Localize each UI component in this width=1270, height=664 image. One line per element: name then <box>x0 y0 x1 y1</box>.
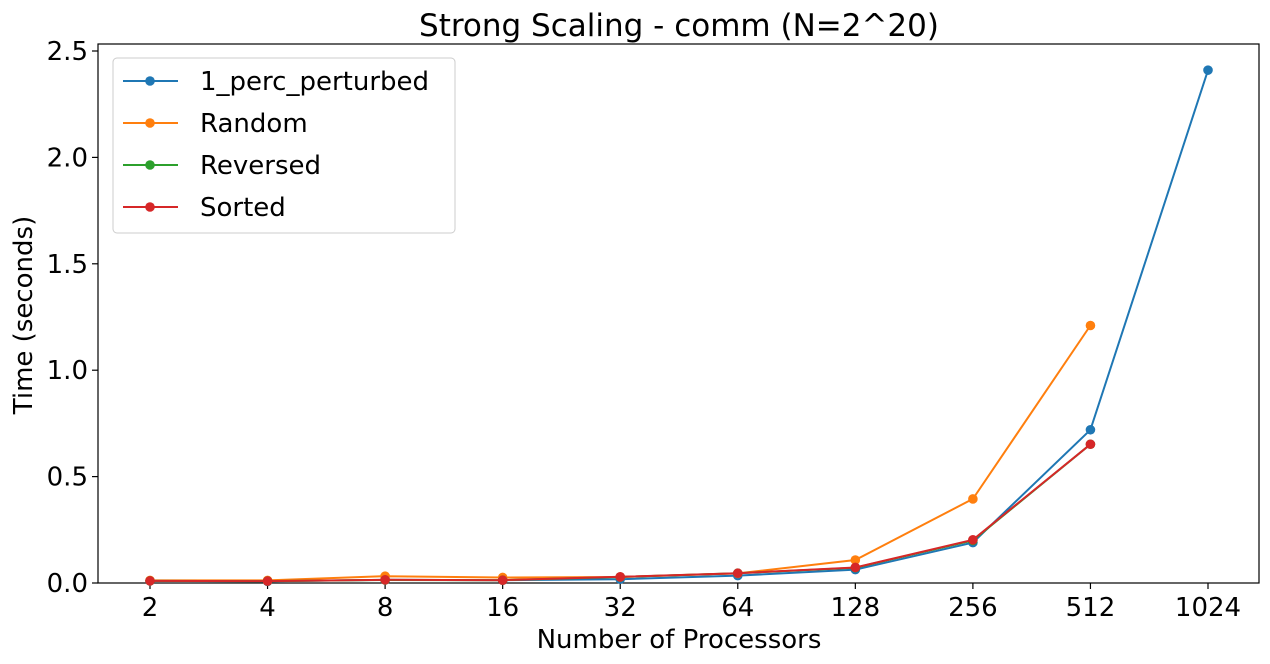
x-tick-label: 32 <box>604 593 637 623</box>
x-tick-label: 128 <box>831 593 881 623</box>
legend-marker-random <box>145 118 155 128</box>
legend-label-sorted: Sorted <box>200 193 286 223</box>
data-point-1-perc-perturbed <box>1203 65 1213 75</box>
y-tick-label: 2.5 <box>47 37 88 67</box>
legend-label-1-perc-perturbed: 1_perc_perturbed <box>200 67 429 97</box>
axes-frame <box>97 43 1260 584</box>
x-tick-label: 256 <box>948 593 998 623</box>
y-tick-label: 0.0 <box>47 569 88 599</box>
x-tick-label: 2 <box>142 593 159 623</box>
y-tick-label: 2.0 <box>47 143 88 173</box>
data-point-random <box>850 555 861 565</box>
data-point-sorted <box>145 576 155 586</box>
legend-label-reversed: Reversed <box>200 151 321 181</box>
data-point-sorted <box>968 535 978 545</box>
data-point-sorted <box>380 575 390 585</box>
x-tick-label: 4 <box>259 593 276 623</box>
data-point-sorted <box>262 576 273 586</box>
data-point-sorted <box>615 572 626 582</box>
data-point-random <box>968 494 978 504</box>
y-tick-label: 0.5 <box>47 463 88 493</box>
data-point-sorted <box>850 562 861 573</box>
legend-marker-1-perc-perturbed <box>145 76 155 86</box>
data-point-sorted <box>1085 439 1096 450</box>
legend-label-random: Random <box>200 109 308 139</box>
data-point-1-perc-perturbed <box>1085 424 1096 435</box>
y-tick-label: 1.5 <box>47 250 88 280</box>
x-tick-label: 512 <box>1066 593 1116 623</box>
legend-marker-reversed <box>145 160 155 170</box>
y-axis-label: Time (seconds) <box>9 216 39 415</box>
x-tick-label: 16 <box>486 593 519 623</box>
series-line-reversed <box>149 443 1092 583</box>
legend-box <box>112 57 456 234</box>
legend: 1_perc_perturbed Random Reversed Sorted <box>112 57 456 234</box>
plot-area: 0.0 0.5 1.0 1.5 2.0 2.5 2 4 8 16 32 64 128 256 512 1024 <box>47 37 1260 623</box>
data-point-random <box>1085 320 1096 331</box>
series-line-sorted <box>149 443 1092 583</box>
y-tick-label: 1.0 <box>47 356 88 386</box>
x-tick-label: 8 <box>377 593 394 623</box>
data-point-sorted <box>732 568 743 579</box>
series-line-random <box>150 324 1092 582</box>
legend-marker-sorted <box>145 202 155 212</box>
x-tick-label: 64 <box>721 593 754 623</box>
x-axis-label: Number of Processors <box>537 625 822 655</box>
data-point-sorted <box>497 575 508 586</box>
x-tick-label: 1024 <box>1175 593 1241 623</box>
chart-title: Strong Scaling - comm (N=2^20) <box>419 8 939 44</box>
